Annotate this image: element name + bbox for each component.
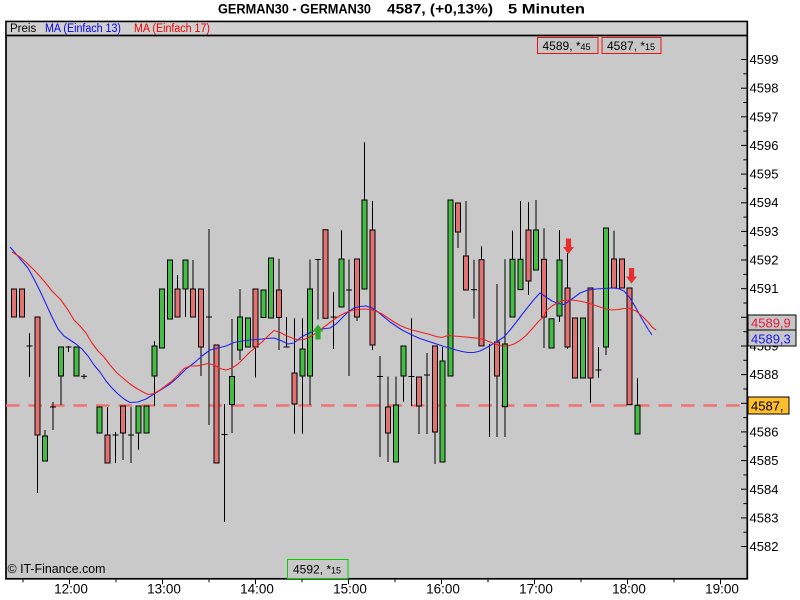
svg-text:4588: 4588 — [750, 367, 779, 382]
svg-text:4599: 4599 — [750, 52, 779, 67]
svg-text:4587,: 4587, — [751, 399, 784, 414]
svg-text:4587, *15: 4587, *15 — [607, 39, 655, 53]
svg-text:MA (Einfach 17): MA (Einfach 17) — [134, 23, 210, 35]
svg-text:4597: 4597 — [750, 109, 779, 124]
svg-text:4595: 4595 — [750, 167, 779, 182]
svg-text:4589,9: 4589,9 — [751, 316, 791, 331]
svg-text:4585: 4585 — [750, 453, 779, 468]
svg-text:14:00: 14:00 — [240, 582, 274, 597]
svg-text:13:00: 13:00 — [147, 582, 181, 597]
svg-text:4593: 4593 — [750, 224, 779, 239]
svg-text:4598: 4598 — [750, 81, 779, 96]
svg-text:4589, *45: 4589, *45 — [543, 39, 591, 53]
svg-text:4592, *15: 4592, *15 — [293, 563, 341, 577]
svg-text:4582: 4582 — [750, 539, 779, 554]
svg-text:18:00: 18:00 — [612, 582, 646, 597]
svg-text:15:00: 15:00 — [333, 582, 367, 597]
svg-text:4592: 4592 — [750, 253, 779, 268]
svg-text:4589,3: 4589,3 — [751, 332, 791, 347]
svg-text:GERMAN30 - GERMAN30: GERMAN30 - GERMAN30 — [218, 2, 371, 17]
svg-text:19:00: 19:00 — [705, 582, 739, 597]
svg-text:4586: 4586 — [750, 424, 779, 439]
svg-text:4591: 4591 — [750, 281, 779, 296]
svg-text:5 Minuten: 5 Minuten — [508, 2, 585, 17]
svg-text:4587, (+0,13%): 4587, (+0,13%) — [387, 2, 493, 17]
svg-text:4596: 4596 — [750, 138, 779, 153]
svg-text:MA (Einfach 13): MA (Einfach 13) — [45, 23, 121, 35]
svg-text:12:00: 12:00 — [54, 582, 88, 597]
svg-text:4584: 4584 — [750, 482, 779, 497]
svg-text:17:00: 17:00 — [519, 582, 553, 597]
svg-text:4594: 4594 — [750, 195, 779, 210]
svg-text:4583: 4583 — [750, 510, 779, 525]
svg-text:© IT-Finance.com: © IT-Finance.com — [8, 562, 106, 576]
svg-text:Preis: Preis — [10, 23, 36, 35]
svg-text:16:00: 16:00 — [426, 582, 460, 597]
